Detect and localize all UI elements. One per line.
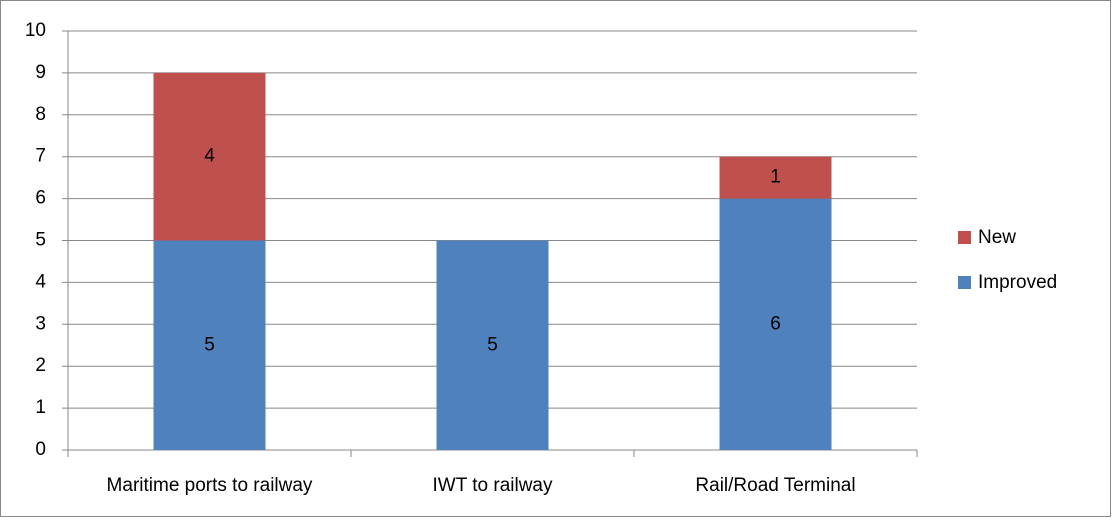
y-tick-label: 6 [35, 188, 46, 209]
bar-segment [153, 240, 266, 450]
data-label: 5 [487, 334, 498, 355]
y-tick-label: 4 [35, 271, 46, 292]
legend-label: New [978, 227, 1016, 248]
x-tick-label: Rail/Road Terminal [695, 475, 855, 496]
y-tick-label: 8 [35, 104, 46, 125]
bar-segment [153, 72, 266, 241]
x-tick-label: Maritime ports to railway [107, 475, 313, 496]
legend-swatch [958, 276, 971, 289]
legend-label: Improved [978, 272, 1057, 293]
y-tick-label: 2 [35, 355, 46, 376]
y-tick-label: 9 [35, 62, 46, 83]
data-label: 6 [770, 313, 781, 334]
y-tick-label: 1 [35, 397, 46, 418]
data-label: 5 [204, 334, 215, 355]
bar-segment [719, 156, 832, 199]
data-label: 4 [204, 146, 215, 167]
y-tick-label: 0 [35, 439, 46, 460]
data-label: 1 [770, 167, 781, 188]
y-tick-label: 10 [25, 20, 46, 41]
bar-segment [719, 198, 832, 450]
y-tick-label: 7 [35, 146, 46, 167]
bar-segment [436, 240, 549, 450]
y-tick-label: 3 [35, 313, 46, 334]
legend-swatch [958, 231, 971, 244]
y-tick-label: 5 [35, 230, 46, 251]
x-tick-label: IWT to railway [432, 475, 553, 496]
